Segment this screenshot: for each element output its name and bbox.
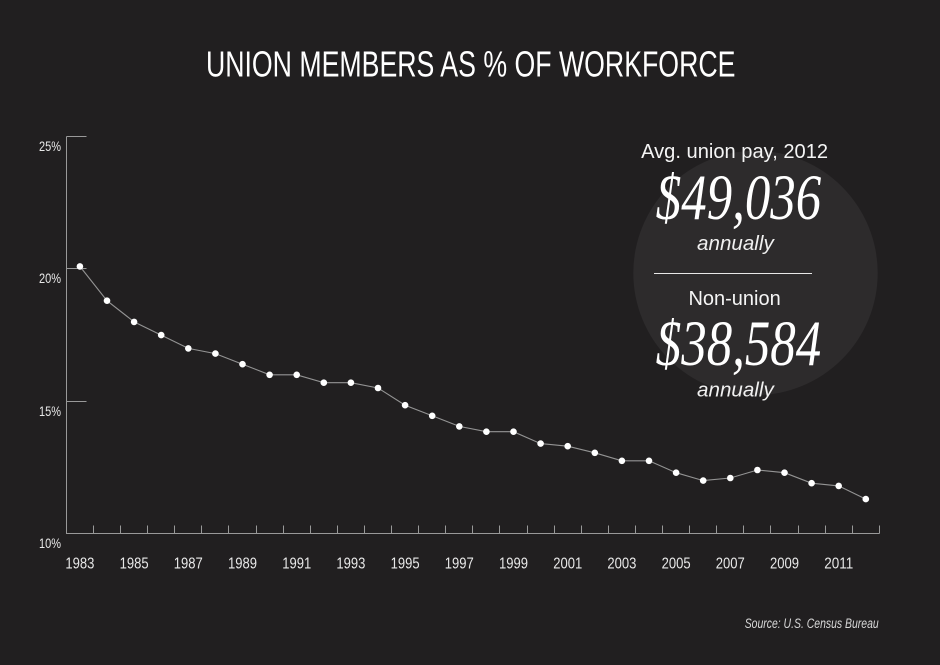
svg-text:$38,584: $38,584	[656, 308, 821, 380]
svg-text:2011: 2011	[824, 556, 853, 573]
svg-text:1993: 1993	[336, 556, 365, 573]
svg-text:1985: 1985	[120, 556, 149, 573]
svg-text:1991: 1991	[282, 556, 311, 573]
svg-text:Non-union: Non-union	[688, 288, 780, 310]
svg-text:10%: 10%	[39, 535, 61, 551]
svg-text:UNION MEMBERS AS % OF WORKFORC: UNION MEMBERS AS % OF WORKFORCE	[206, 43, 736, 84]
svg-text:2003: 2003	[607, 556, 636, 573]
svg-text:$49,036: $49,036	[656, 162, 822, 234]
svg-text:annually: annually	[697, 233, 775, 255]
svg-text:15%: 15%	[39, 403, 61, 419]
svg-text:2009: 2009	[770, 556, 799, 573]
svg-text:1987: 1987	[174, 556, 203, 573]
svg-text:1989: 1989	[228, 556, 257, 573]
svg-text:2005: 2005	[662, 556, 691, 573]
svg-text:20%: 20%	[39, 270, 61, 286]
svg-text:1995: 1995	[391, 556, 420, 573]
svg-text:2007: 2007	[716, 556, 745, 573]
svg-text:Avg. union pay, 2012: Avg. union pay, 2012	[641, 141, 828, 163]
svg-text:1983: 1983	[65, 556, 94, 573]
svg-text:1999: 1999	[499, 556, 528, 573]
svg-text:2001: 2001	[553, 556, 582, 573]
svg-text:1997: 1997	[445, 556, 474, 573]
svg-text:annually: annually	[697, 380, 775, 402]
svg-text:Source: U.S. Census Bureau: Source: U.S. Census Bureau	[745, 616, 879, 631]
svg-text:25%: 25%	[39, 138, 61, 154]
